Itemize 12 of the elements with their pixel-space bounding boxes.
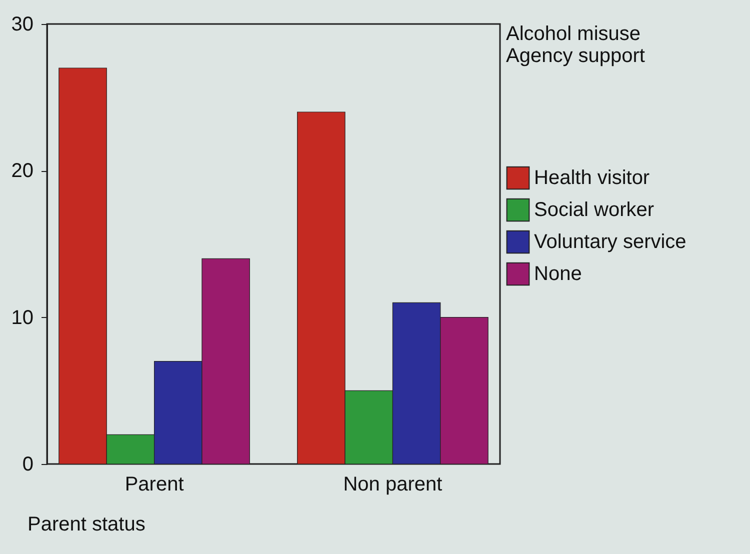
y-tick-label: 20: [11, 160, 34, 182]
y-tick-label: 30: [11, 14, 34, 36]
legend-label: Health visitor: [534, 167, 650, 189]
legend-label: Voluntary service: [534, 231, 686, 253]
legend-label: None: [534, 263, 582, 285]
x-tick-label: Non parent: [343, 474, 443, 496]
y-tick-label: 0: [22, 454, 34, 476]
x-axis-title: Parent status: [28, 514, 146, 536]
y-tick-label: 10: [11, 306, 34, 329]
legend-label: Social worker: [534, 199, 654, 221]
legend-title: Alcohol misuse Agency support: [506, 23, 646, 67]
x-tick-label: Parent: [124, 474, 184, 496]
